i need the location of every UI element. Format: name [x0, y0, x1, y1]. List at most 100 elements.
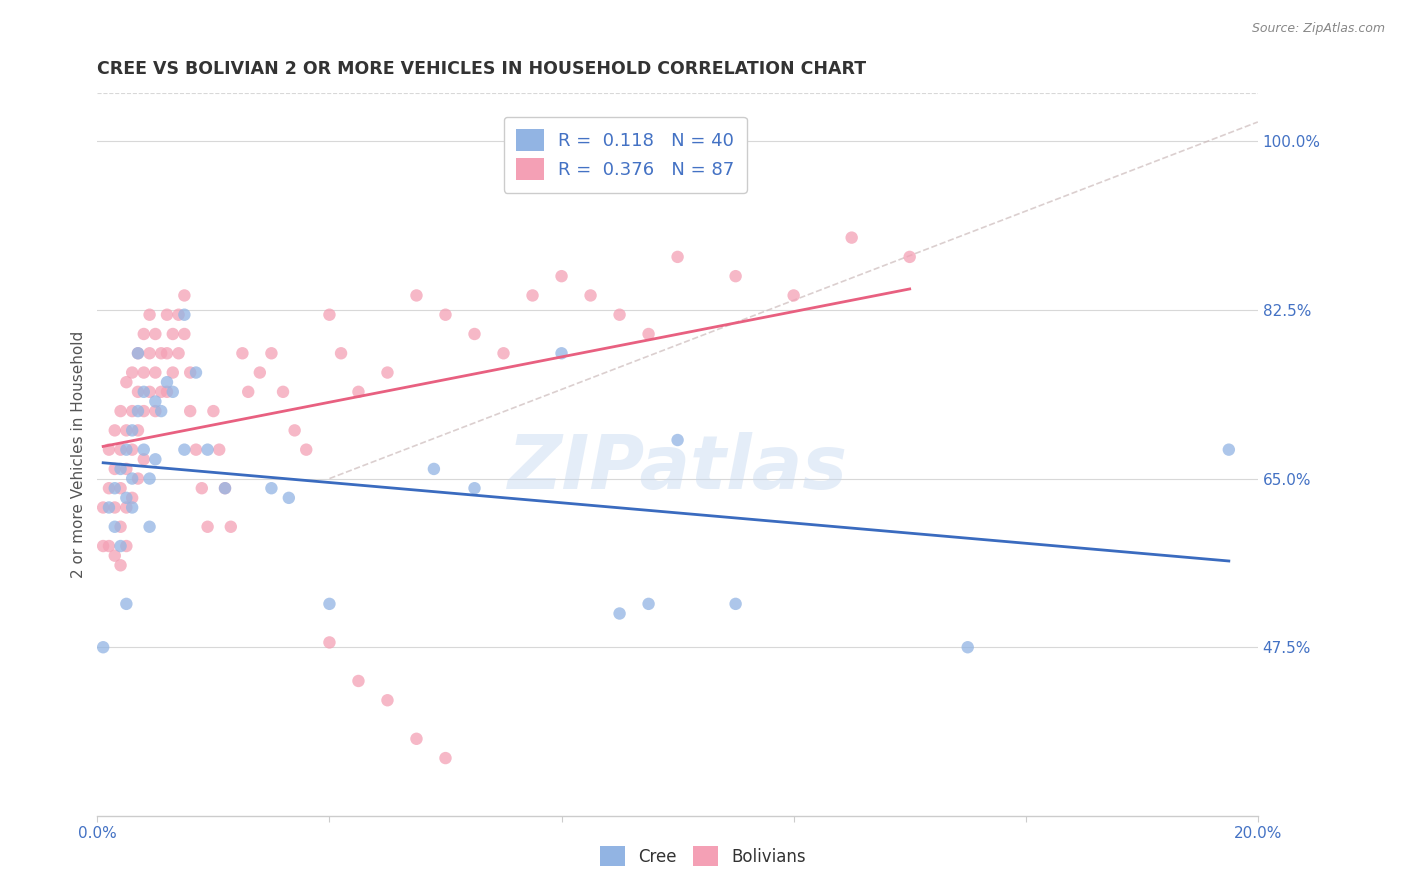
Point	[138, 472, 160, 486]
Point	[138, 308, 160, 322]
Point	[782, 288, 804, 302]
Point	[97, 442, 120, 457]
Point	[179, 404, 201, 418]
Point	[104, 549, 127, 563]
Point	[110, 558, 132, 573]
Point	[104, 520, 127, 534]
Point	[724, 597, 747, 611]
Point	[260, 346, 283, 360]
Point	[238, 384, 260, 399]
Point	[156, 375, 179, 389]
Point	[138, 520, 160, 534]
Point	[219, 520, 242, 534]
Point	[91, 500, 114, 515]
Point	[156, 346, 179, 360]
Legend: R =  0.118   N = 40, R =  0.376   N = 87: R = 0.118 N = 40, R = 0.376 N = 87	[503, 117, 747, 193]
Point	[197, 442, 219, 457]
Point	[637, 326, 659, 341]
Point	[121, 500, 143, 515]
Point	[97, 539, 120, 553]
Point	[208, 442, 231, 457]
Point	[231, 346, 253, 360]
Point	[110, 539, 132, 553]
Point	[179, 366, 201, 380]
Point	[295, 442, 318, 457]
Point	[104, 500, 127, 515]
Point	[115, 375, 138, 389]
Point	[145, 452, 167, 467]
Point	[898, 250, 921, 264]
Point	[347, 673, 370, 688]
Point	[115, 491, 138, 505]
Point	[162, 326, 184, 341]
Point	[115, 500, 138, 515]
Point	[115, 539, 138, 553]
Point	[121, 366, 143, 380]
Point	[666, 433, 689, 447]
Point	[91, 640, 114, 655]
Point	[150, 346, 173, 360]
Text: CREE VS BOLIVIAN 2 OR MORE VEHICLES IN HOUSEHOLD CORRELATION CHART: CREE VS BOLIVIAN 2 OR MORE VEHICLES IN H…	[97, 60, 866, 78]
Point	[138, 346, 160, 360]
Point	[197, 520, 219, 534]
Point	[405, 731, 427, 746]
Point	[184, 442, 207, 457]
Point	[841, 230, 863, 244]
Point	[150, 384, 173, 399]
Point	[110, 404, 132, 418]
Point	[167, 346, 190, 360]
Point	[104, 423, 127, 437]
Point	[162, 384, 184, 399]
Point	[104, 462, 127, 476]
Point	[127, 423, 149, 437]
Point	[145, 326, 167, 341]
Point	[405, 288, 427, 302]
Point	[91, 539, 114, 553]
Point	[110, 462, 132, 476]
Point	[127, 384, 149, 399]
Point	[214, 481, 236, 495]
Point	[150, 404, 173, 418]
Point	[377, 366, 399, 380]
Point	[260, 481, 283, 495]
Point	[666, 250, 689, 264]
Legend: Cree, Bolivians: Cree, Bolivians	[592, 838, 814, 875]
Point	[121, 491, 143, 505]
Point	[318, 635, 340, 649]
Point	[434, 308, 457, 322]
Point	[132, 442, 155, 457]
Point	[121, 404, 143, 418]
Point	[318, 308, 340, 322]
Point	[115, 442, 138, 457]
Point	[249, 366, 271, 380]
Point	[1218, 442, 1240, 457]
Point	[138, 384, 160, 399]
Point	[347, 384, 370, 399]
Point	[492, 346, 515, 360]
Point	[132, 384, 155, 399]
Point	[173, 288, 195, 302]
Point	[284, 423, 307, 437]
Point	[724, 269, 747, 284]
Point	[132, 326, 155, 341]
Point	[127, 346, 149, 360]
Point	[110, 481, 132, 495]
Point	[277, 491, 299, 505]
Point	[132, 404, 155, 418]
Point	[110, 442, 132, 457]
Point	[609, 308, 631, 322]
Point	[377, 693, 399, 707]
Point	[145, 366, 167, 380]
Point	[202, 404, 225, 418]
Y-axis label: 2 or more Vehicles in Household: 2 or more Vehicles in Household	[72, 331, 86, 578]
Point	[423, 462, 446, 476]
Text: Source: ZipAtlas.com: Source: ZipAtlas.com	[1251, 22, 1385, 36]
Point	[145, 394, 167, 409]
Point	[173, 308, 195, 322]
Point	[132, 452, 155, 467]
Point	[104, 481, 127, 495]
Point	[463, 326, 485, 341]
Point	[156, 308, 179, 322]
Point	[173, 442, 195, 457]
Point	[121, 423, 143, 437]
